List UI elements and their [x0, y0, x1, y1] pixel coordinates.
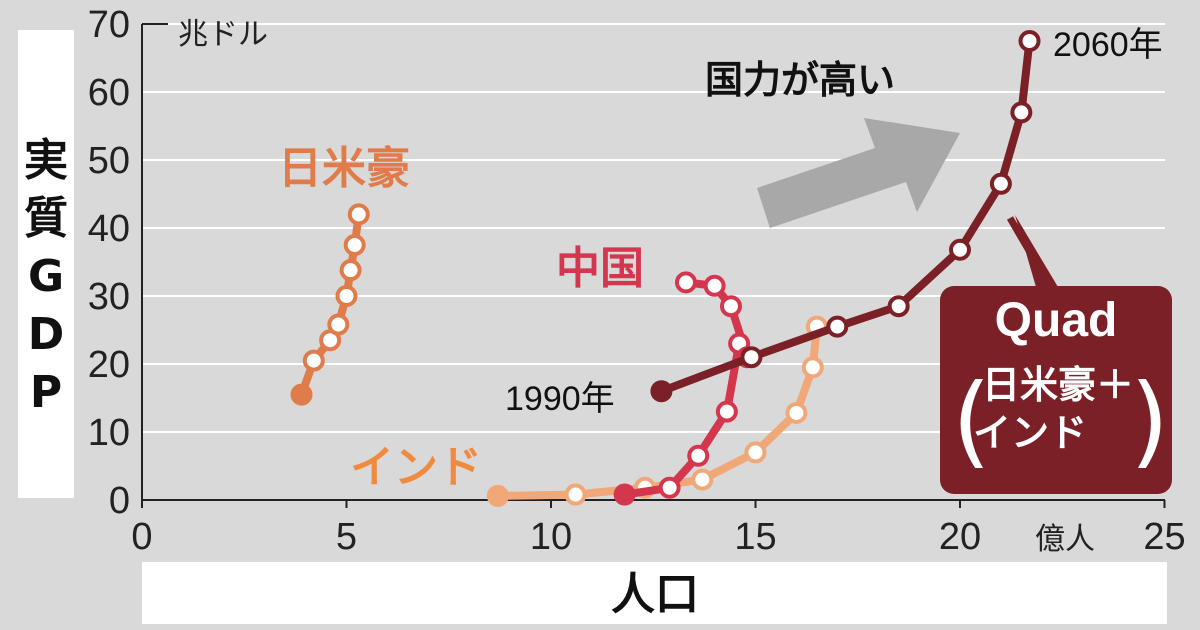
quad-callout-line1: 日米豪＋: [982, 363, 1134, 407]
y-axis-title: 実質 G D P: [24, 135, 68, 418]
end-year-label: 2060年: [1053, 26, 1163, 64]
series-0: [290, 203, 370, 406]
data-point: [949, 238, 971, 261]
x-tick-labels: 0 5 10 15 20 25: [131, 516, 1185, 558]
data-point: [613, 483, 636, 506]
data-point: [658, 476, 681, 499]
start-year-label: 1990年: [505, 380, 615, 418]
data-point: [564, 483, 587, 506]
quad-callout-paren-right: ): [1130, 362, 1169, 479]
data-point: [343, 234, 366, 256]
x-tick-label: 25: [1143, 516, 1185, 558]
x-tick-label: 5: [336, 516, 357, 558]
quad-callout-box: [940, 286, 1172, 494]
data-point: [1018, 30, 1041, 52]
direction-arrow-icon: [757, 118, 960, 228]
data-point: [347, 203, 370, 226]
data-point: [744, 441, 767, 464]
data-point: [703, 274, 726, 297]
y-tick-label: 10: [88, 412, 130, 454]
data-point: [740, 346, 763, 369]
x-tick-label: 20: [939, 516, 981, 558]
data-point: [650, 380, 673, 403]
series-label-india: インド: [350, 442, 482, 493]
series-2: [486, 315, 828, 507]
quad-callout-pointer: [1015, 215, 1058, 287]
x-unit-label: 億人: [1035, 522, 1095, 557]
series-layer: [290, 30, 1041, 507]
data-point: [785, 401, 808, 424]
data-point: [715, 400, 738, 423]
data-point: [719, 295, 742, 318]
y-tick-label: 50: [88, 140, 130, 182]
data-point: [826, 315, 849, 338]
y-tick-label: 70: [88, 4, 130, 46]
data-point: [1010, 101, 1033, 124]
y-tick-label: 30: [88, 276, 130, 318]
x-axis-title: 人口: [611, 569, 699, 620]
series-1: [613, 271, 759, 506]
y-tick-label: 0: [109, 480, 130, 522]
x-tick-label: 10: [530, 516, 572, 558]
data-point: [801, 356, 824, 379]
data-point: [687, 444, 710, 467]
series-3: [650, 30, 1041, 403]
data-point: [302, 349, 325, 372]
quad-callout-paren-left: (: [952, 362, 991, 479]
data-point: [290, 383, 313, 406]
y-tick-labels: 0 10 20 30 40 50 60 70: [88, 4, 130, 522]
y-tick-label: 60: [88, 72, 130, 114]
data-point: [989, 172, 1012, 195]
data-point: [486, 484, 509, 507]
annotation-strong-power: 国力が高い: [705, 58, 895, 102]
data-point: [887, 295, 910, 318]
y-axis-title-panel: [18, 30, 74, 498]
series-label-japan-us-australia: 日米豪: [278, 143, 410, 194]
data-point: [674, 271, 697, 294]
quad-callout-line: [1006, 216, 1056, 292]
quad-callout-line2: インド: [973, 411, 1087, 455]
data-point: [339, 259, 362, 282]
series-line: [657, 37, 1034, 396]
x-tick-label: 15: [734, 516, 776, 558]
data-point: [691, 468, 714, 491]
x-axis-title-panel: [142, 562, 1167, 624]
axes: [141, 24, 1166, 508]
y-unit-label: 兆ドル: [178, 17, 268, 52]
y-tick-label: 20: [88, 344, 130, 386]
series-label-china: 中国: [556, 243, 644, 294]
data-point: [335, 285, 358, 307]
data-point: [327, 313, 350, 336]
quad-callout-title: Quad: [995, 294, 1118, 347]
y-tick-label: 40: [88, 208, 130, 250]
x-tick-label: 0: [131, 516, 152, 558]
